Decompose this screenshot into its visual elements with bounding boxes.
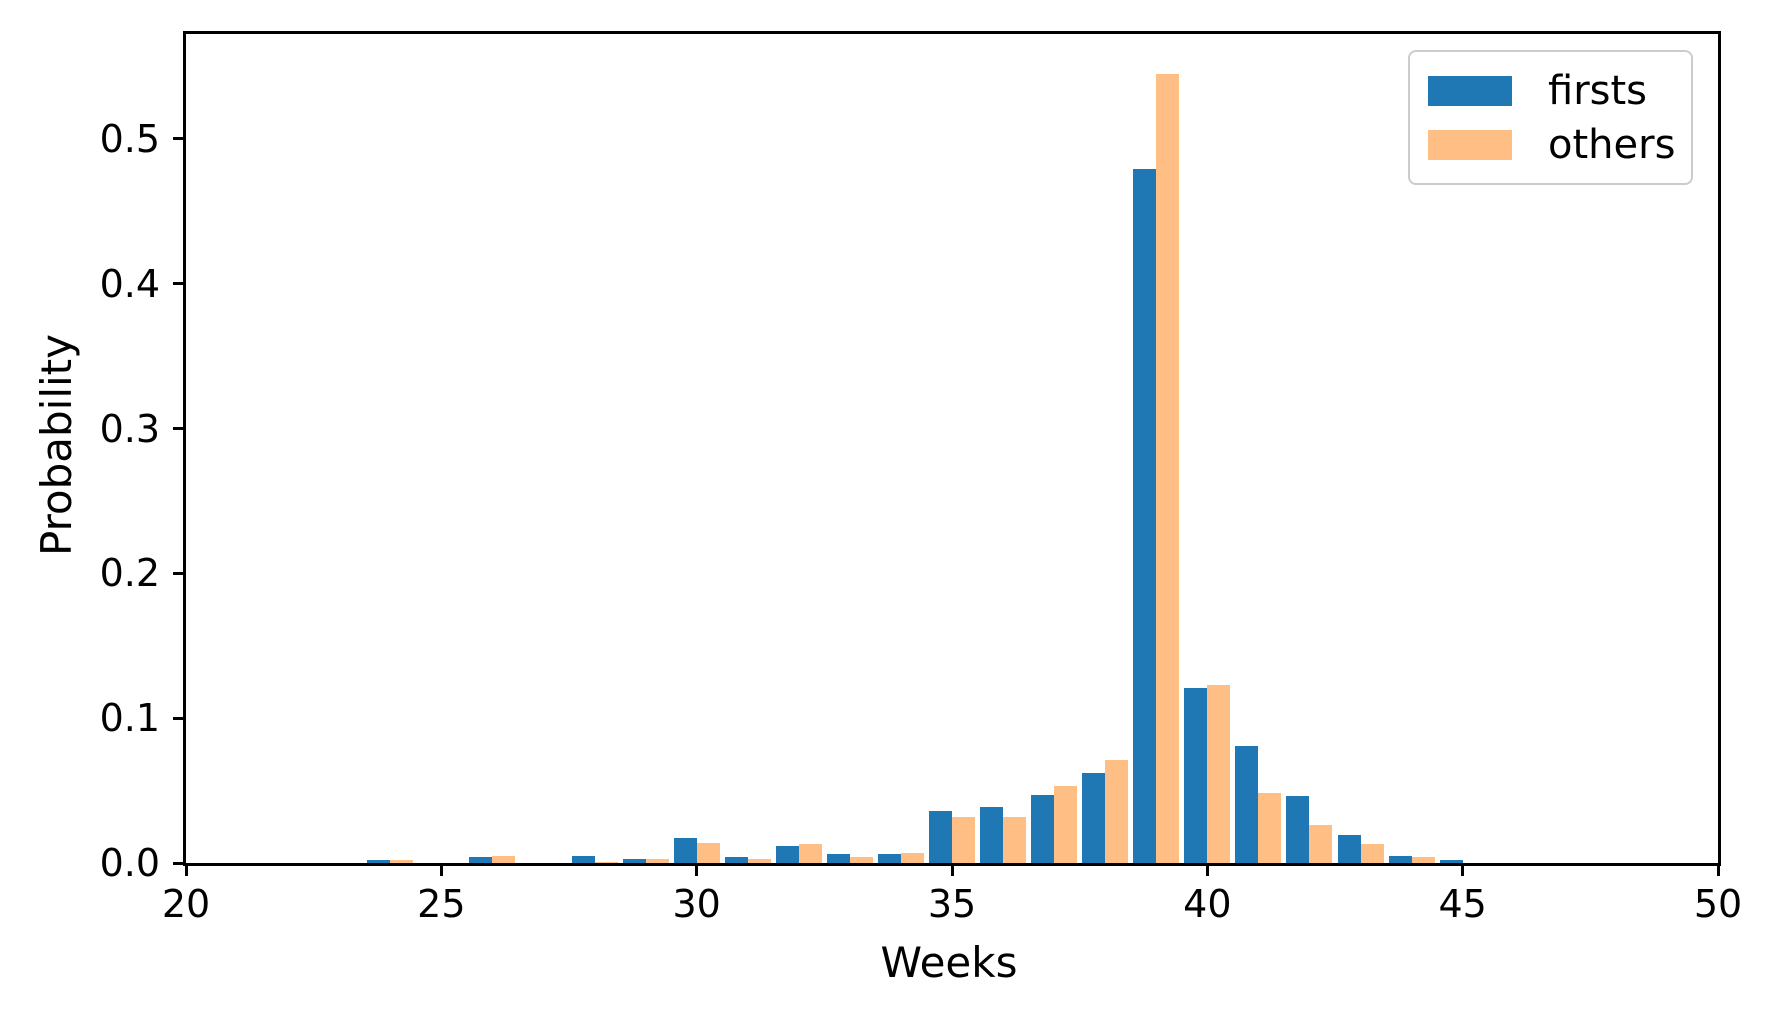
bar-firsts-week-28 xyxy=(571,855,595,863)
x-tick-label-25: 25 xyxy=(417,882,466,926)
y-tick-0.2 xyxy=(173,571,186,575)
bar-firsts-week-38 xyxy=(1082,773,1106,863)
y-tick-0.1 xyxy=(173,716,186,720)
y-tick-0.4 xyxy=(173,282,186,286)
bar-others-week-29 xyxy=(645,858,669,863)
bar-firsts-week-42 xyxy=(1286,796,1310,863)
bar-others-week-36 xyxy=(1003,816,1027,863)
bar-others-week-31 xyxy=(747,858,771,863)
bar-others-week-43 xyxy=(1360,844,1384,863)
bar-others-week-33 xyxy=(849,857,873,863)
x-tick-label-50: 50 xyxy=(1693,882,1743,926)
legend-label-others: others xyxy=(1548,121,1676,168)
bar-firsts-week-35 xyxy=(929,810,952,863)
bar-firsts-week-31 xyxy=(724,857,748,863)
bar-firsts-week-34 xyxy=(877,854,901,863)
y-tick-label-0.1: 0.1 xyxy=(99,696,160,741)
bar-others-week-42 xyxy=(1309,825,1333,863)
firsts-color-swatch xyxy=(1428,75,1512,106)
x-axis-label: Weeks xyxy=(880,938,1018,987)
others-color-swatch xyxy=(1428,129,1512,160)
y-tick-label-0.3: 0.3 xyxy=(99,406,160,451)
bar-firsts-week-41 xyxy=(1235,745,1259,863)
legend-item-others: others xyxy=(1428,121,1676,168)
bar-firsts-week-44 xyxy=(1388,855,1412,863)
bar-firsts-week-29 xyxy=(622,858,646,863)
x-tick-label-20: 20 xyxy=(161,882,211,926)
y-axis-label: Probability xyxy=(32,333,81,557)
legend-label-firsts: firsts xyxy=(1548,67,1648,114)
y-tick-label-0.2: 0.2 xyxy=(99,551,160,596)
bar-others-week-30 xyxy=(696,842,720,863)
y-tick-0.5 xyxy=(173,137,186,141)
x-tick-label-45: 45 xyxy=(1438,882,1487,926)
y-tick-label-0.0: 0.0 xyxy=(99,841,160,885)
x-tick-20 xyxy=(184,863,188,876)
x-tick-label-40: 40 xyxy=(1183,882,1232,926)
bar-firsts-week-40 xyxy=(1184,687,1208,863)
bar-others-week-38 xyxy=(1105,760,1129,863)
y-tick-0.0 xyxy=(173,861,186,865)
bar-others-week-35 xyxy=(952,816,975,863)
bar-others-week-26 xyxy=(492,855,516,863)
bar-others-week-40 xyxy=(1207,684,1231,863)
legend-item-firsts: firsts xyxy=(1428,71,1673,111)
x-tick-45 xyxy=(1461,863,1465,876)
y-tick-0.3 xyxy=(173,427,186,430)
bar-firsts-week-33 xyxy=(826,854,850,863)
bar-others-week-44 xyxy=(1411,857,1435,863)
bar-others-week-32 xyxy=(798,844,822,863)
bar-firsts-week-37 xyxy=(1031,794,1055,863)
bar-firsts-week-43 xyxy=(1337,835,1361,863)
bar-others-week-34 xyxy=(900,852,924,863)
y-tick-label-0.5: 0.5 xyxy=(99,116,160,161)
bar-firsts-week-26 xyxy=(469,857,493,863)
bar-firsts-week-24 xyxy=(367,860,391,863)
bar-firsts-week-30 xyxy=(673,838,697,863)
bar-firsts-week-36 xyxy=(980,806,1004,863)
x-tick-label-30: 30 xyxy=(672,882,721,926)
x-tick-30 xyxy=(695,863,699,876)
bar-others-week-41 xyxy=(1258,793,1282,863)
x-tick-40 xyxy=(1205,863,1209,876)
y-tick-label-0.4: 0.4 xyxy=(99,261,160,306)
x-tick-35 xyxy=(950,863,954,876)
x-tick-label-35: 35 xyxy=(927,882,977,926)
bar-others-week-24 xyxy=(390,860,414,863)
bar-firsts-week-39 xyxy=(1133,169,1157,863)
bar-others-week-37 xyxy=(1054,786,1078,863)
bar-others-week-39 xyxy=(1156,73,1180,863)
bar-others-week-28 xyxy=(594,861,618,863)
legend: firsts others xyxy=(1408,50,1693,185)
x-tick-50 xyxy=(1716,863,1720,876)
bar-firsts-week-45 xyxy=(1439,860,1463,863)
x-tick-25 xyxy=(439,863,443,876)
bar-firsts-week-32 xyxy=(775,845,799,863)
